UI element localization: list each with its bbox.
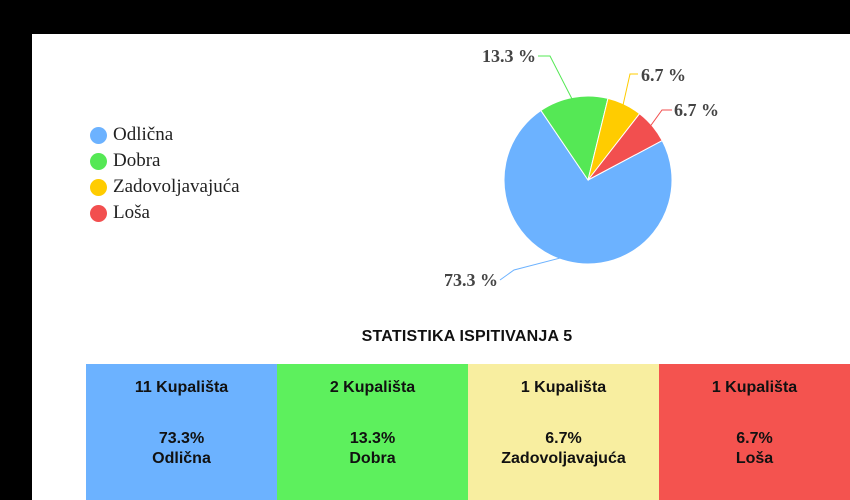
legend-item-losa: Loša — [90, 200, 240, 226]
pie-label-odlicna: 73.3 % — [444, 270, 498, 290]
stat-label: Loša — [735, 450, 774, 467]
stat-label: Dobra — [349, 450, 396, 467]
chart-legend: Odlična Dobra Zadovoljavajuća Loša — [90, 122, 240, 226]
stat-count: 1 Kupališta — [711, 379, 798, 396]
stat-box-losa: 1 Kupališta 6.7% Loša — [659, 364, 850, 500]
pie-slice-odlicna — [503, 109, 673, 265]
pie-label-losa: 6.7 % — [674, 100, 719, 120]
statistics-boxes: 11 Kupališta 73.3% Odlična 2 Kupališta 1… — [86, 364, 850, 500]
legend-marker-zadovoljavajuca — [90, 178, 107, 196]
pie-slice-losa — [587, 112, 663, 181]
pie-slice-dobra — [540, 95, 609, 182]
stat-percent: 13.3% — [349, 430, 396, 447]
pie-leader-line-odlicna — [499, 255, 570, 281]
legend-label: Dobra — [113, 150, 161, 171]
stat-percent: 6.7% — [545, 430, 582, 447]
stat-count: 2 Kupališta — [329, 379, 416, 396]
legend-marker-odlicna — [90, 126, 107, 144]
pie-label-zadovoljavajuca: 6.7 % — [641, 65, 686, 85]
legend-marker-losa — [90, 204, 107, 222]
legend-label: Odlična — [113, 124, 174, 145]
legend-item-zadovoljavajuca: Zadovoljavajuća — [90, 174, 240, 200]
pie-label-dobra: 13.3 % — [482, 46, 536, 66]
chart-panel: Odlična Dobra Zadovoljavajuća Loša 73.3 … — [32, 34, 850, 500]
stat-percent: 73.3% — [158, 430, 205, 447]
pie-leader-line-losa — [647, 109, 672, 131]
stat-box-zadovoljavajuca: 1 Kupališta 6.7% Zadovoljavajuća — [468, 364, 659, 500]
stat-box-odlicna: 11 Kupališta 73.3% Odlična — [86, 364, 277, 500]
stat-label: Odlična — [152, 450, 211, 467]
statistics-title: STATISTIKA ISPITIVANJA 5 — [361, 328, 573, 345]
pie-leader-line-dobra — [538, 55, 575, 104]
legend-label: Loša — [113, 202, 150, 223]
stat-count: 11 Kupališta — [134, 379, 229, 396]
stat-label: Zadovoljavajuća — [501, 450, 626, 467]
stat-count: 1 Kupališta — [520, 379, 607, 396]
stat-percent: 6.7% — [736, 430, 773, 447]
pie-leader-line-zadovoljavajuca — [621, 73, 638, 110]
legend-marker-dobra — [90, 152, 107, 170]
legend-item-odlicna: Odlična — [90, 122, 240, 148]
pie-chart: 73.3 % 13.3 % 6.7 % 6.7 % — [444, 46, 719, 290]
legend-label: Zadovoljavajuća — [113, 176, 240, 197]
legend-item-dobra: Dobra — [90, 148, 240, 174]
stat-box-dobra: 2 Kupališta 13.3% Dobra — [277, 364, 468, 500]
